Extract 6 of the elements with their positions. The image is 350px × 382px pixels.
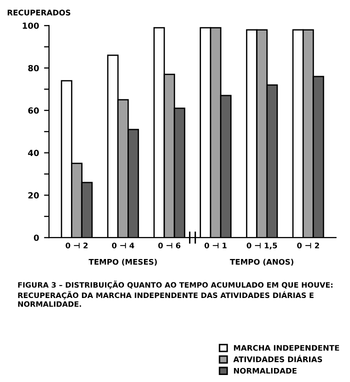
y-tick-label: 20 xyxy=(28,192,39,198)
y-tick-label: 0 xyxy=(34,234,39,241)
y-tick-label: 100 xyxy=(22,22,39,29)
y-tick-label: 40 xyxy=(28,150,39,156)
y-tick-label: 60 xyxy=(28,107,39,114)
y-tick-label: 80 xyxy=(28,64,39,72)
